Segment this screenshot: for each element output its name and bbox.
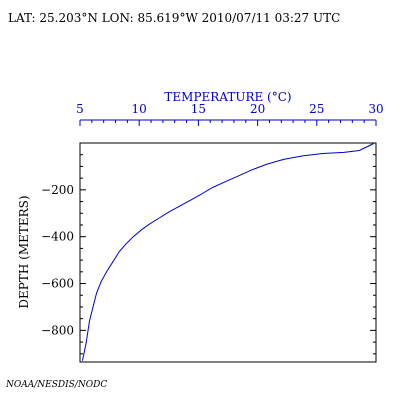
y-tick-label: −400 [41, 230, 74, 244]
x-tick-label: 20 [250, 102, 265, 116]
plot-area: 5 10 15 20 25 30 −200 −400 −600 −800 [41, 102, 384, 363]
y-tick-label: −600 [41, 277, 74, 291]
x-tick-label: 30 [368, 102, 383, 116]
x-tick-label: 10 [132, 102, 147, 116]
x-axis-label: TEMPERATURE (°C) [164, 90, 291, 104]
location-header: LAT: 25.203°N LON: 85.619°W 2010/07/11 0… [8, 11, 340, 25]
y-axis-label: DEPTH (METERS) [17, 195, 31, 308]
y-tick-label: −200 [41, 183, 74, 197]
credit-label: NOAA/NESDIS/NODC [5, 380, 107, 390]
temperature-profile-line [81, 143, 374, 361]
plot-frame [79, 142, 377, 363]
x-tick-label: 25 [309, 102, 324, 116]
x-tick-label: 5 [76, 102, 84, 116]
x-tick-label: 15 [191, 102, 206, 116]
y-tick-label: −800 [41, 323, 74, 337]
